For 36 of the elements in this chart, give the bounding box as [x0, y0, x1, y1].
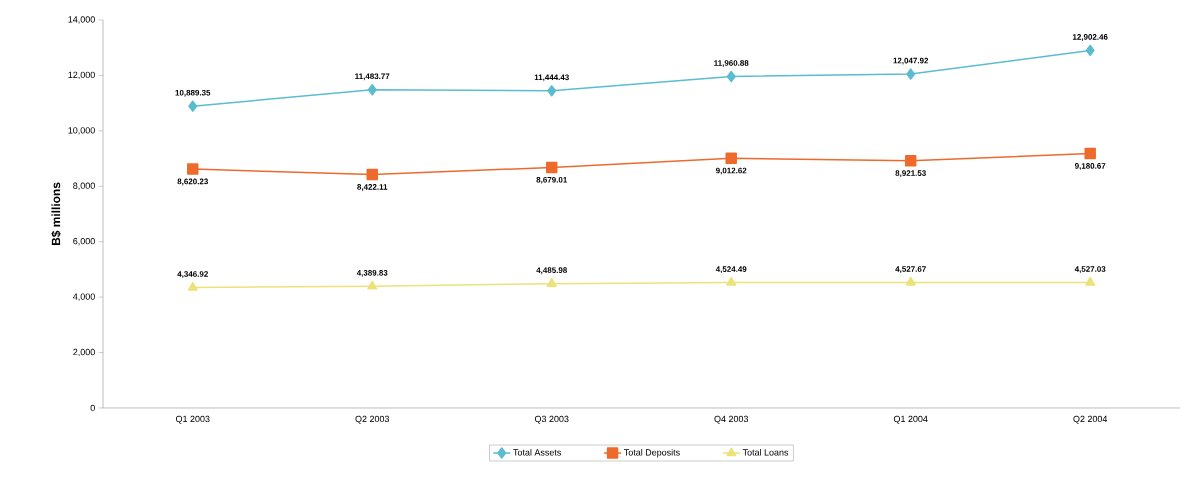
point: [546, 277, 557, 287]
point: [187, 281, 198, 291]
y-tick-label: 2,000: [73, 348, 95, 357]
legend-label: Total Assets: [513, 449, 561, 456]
point: [547, 85, 557, 97]
x-tick-label: Q2 2003: [355, 415, 390, 424]
point: [188, 100, 198, 112]
y-tick-label: 0: [90, 404, 95, 412]
point: [726, 70, 736, 83]
y-tick-label: 12,000: [68, 71, 95, 80]
y-tick-label: 6,000: [73, 237, 95, 246]
point: [367, 83, 377, 96]
y-axis-title: B$ millions: [51, 182, 61, 246]
y-tick-label: 4,000: [73, 293, 95, 301]
point: [904, 155, 917, 167]
legend-label: Total Loans: [742, 449, 789, 456]
x-tick-label: Q2 2004: [1073, 415, 1108, 424]
point: [1085, 44, 1095, 57]
x-tick-label: Q4 2003: [714, 415, 749, 424]
point: [906, 68, 916, 80]
point: [726, 276, 737, 286]
point: [725, 152, 737, 164]
point: [366, 168, 378, 181]
legend-label: Total Deposits: [624, 449, 680, 458]
point: [1084, 147, 1096, 160]
x-tick-label: Q1 2004: [893, 415, 928, 424]
point: [187, 163, 199, 175]
point: [905, 276, 916, 286]
y-tick-label: 8,000: [73, 182, 95, 190]
point: [1085, 276, 1096, 286]
point: [367, 280, 378, 290]
x-tick-label: Q1 2003: [175, 415, 210, 424]
x-tick-label: Q3 2003: [534, 415, 569, 424]
y-tick-label: 10,000: [68, 127, 95, 135]
point: [546, 161, 558, 174]
y-tick-label: 14,000: [68, 16, 95, 24]
